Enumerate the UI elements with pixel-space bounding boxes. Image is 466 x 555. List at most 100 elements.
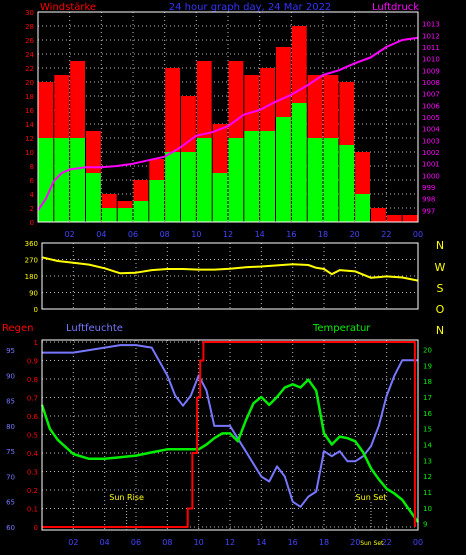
y-tick-label-humidity: 80 bbox=[6, 423, 15, 431]
y-tick-label-temperature: 13 bbox=[423, 457, 432, 465]
pressure-line bbox=[37, 36, 419, 211]
x-tick-label: 18 bbox=[319, 538, 329, 547]
wind-pressure-panel: 0246810121416182022242628309979989991000… bbox=[25, 9, 440, 239]
x-tick-label: 16 bbox=[286, 230, 296, 239]
wind-avg-bar bbox=[323, 138, 339, 222]
y-tick-label-wind: 12 bbox=[25, 135, 34, 143]
y-tick-label-pressure: 997 bbox=[422, 207, 435, 215]
y-tick-label-pressure: 1006 bbox=[422, 102, 440, 110]
y-tick-label-rain: 0.4 bbox=[27, 450, 39, 458]
compass-label: N bbox=[436, 324, 444, 337]
sun-annotation: Sun Set bbox=[356, 493, 387, 502]
wind-direction-frame bbox=[41, 242, 419, 310]
x-tick-label: 14 bbox=[255, 230, 265, 239]
wind-avg-bar bbox=[54, 138, 70, 222]
y-tick-label-pressure: 1012 bbox=[422, 32, 440, 40]
y-tick-label-wind: 30 bbox=[25, 9, 34, 17]
wind-avg-bar bbox=[196, 138, 212, 222]
y-tick-label-pressure: 1013 bbox=[422, 21, 440, 29]
y-tick-label-pressure: 1001 bbox=[422, 161, 440, 169]
x-tick-label: 08 bbox=[162, 538, 172, 547]
y-tick-label-temperature: 19 bbox=[423, 362, 432, 370]
x-tick-label: 06 bbox=[128, 230, 138, 239]
y-tick-label-humidity: 65 bbox=[6, 499, 15, 507]
x-tick-label: 12 bbox=[223, 230, 233, 239]
y-tick-label-rain: 0 bbox=[34, 524, 38, 532]
wind-avg-bar bbox=[181, 152, 196, 222]
x-tick-label: 12 bbox=[225, 538, 235, 547]
y-tick-label-wind: 18 bbox=[25, 93, 34, 101]
y-tick-label-temperature: 10 bbox=[423, 505, 432, 513]
x-tick-label: 00 bbox=[413, 230, 423, 239]
wind-direction-line bbox=[41, 256, 419, 282]
compass-label: S bbox=[437, 282, 444, 295]
y-tick-label-pressure: 1002 bbox=[422, 149, 440, 157]
rain-line bbox=[42, 341, 416, 528]
y-tick-label-rain: 0.8 bbox=[27, 376, 38, 384]
wind-avg-bar bbox=[165, 152, 180, 222]
y-tick-label-pressure: 1000 bbox=[422, 172, 440, 180]
y-tick-label-pressure: 1008 bbox=[422, 79, 440, 87]
x-tick-label: 08 bbox=[160, 230, 170, 239]
y-tick-label-humidity: 75 bbox=[6, 448, 15, 456]
rain-humidity-temperature-panel: 0 0.1 0.2 0.3 0.4 0.5 0.6 0.7 0.8 0.9 1 60 65 70 75 80 8… bbox=[6, 339, 432, 547]
x-tick-label: 02 bbox=[68, 538, 78, 547]
y-tick-label-wind: 26 bbox=[25, 37, 34, 45]
y-tick-label-rain: 0.2 bbox=[27, 487, 38, 495]
y-tick-label-wind: 14 bbox=[25, 121, 34, 129]
compass-label: N bbox=[436, 239, 444, 252]
x-tick-label: 02 bbox=[65, 230, 75, 239]
x-tick-label: 20 bbox=[350, 230, 360, 239]
y-tick-label-wind: 28 bbox=[25, 23, 34, 31]
y-tick-label-humidity: 70 bbox=[6, 473, 15, 481]
compass-label: W bbox=[435, 261, 446, 274]
wind-avg-bar bbox=[339, 145, 355, 222]
y-tick-label-pressure: 1011 bbox=[422, 44, 440, 52]
x-tick-label: 16 bbox=[288, 538, 298, 547]
wind-avg-bar bbox=[244, 131, 260, 222]
y-tick-label-wind: 6 bbox=[30, 177, 35, 185]
y-tick-label-rain: 0.6 bbox=[27, 413, 39, 421]
wind-avg-bar bbox=[86, 173, 101, 222]
temperature-title: Temperatur bbox=[312, 323, 371, 334]
wind-avg-bar bbox=[307, 138, 323, 222]
compass-label: O bbox=[436, 303, 445, 316]
y-tick-label-rain: 0.5 bbox=[27, 432, 38, 440]
y-tick-label-pressure: 1004 bbox=[422, 126, 440, 134]
y-tick-label-pressure: 1003 bbox=[422, 137, 440, 145]
y-tick-label-temperature: 9 bbox=[423, 521, 427, 529]
y-tick-label-pressure: 999 bbox=[422, 184, 435, 192]
wind-gust-bar bbox=[402, 215, 418, 222]
y-tick-label-wind: 20 bbox=[25, 79, 34, 87]
x-tick-label: 22 bbox=[382, 538, 392, 547]
y-tick-label-direction: 270 bbox=[25, 257, 38, 265]
y-tick-label-direction: 180 bbox=[25, 273, 38, 281]
wind-pressure-frame bbox=[37, 11, 419, 223]
x-tick-label: 18 bbox=[318, 230, 328, 239]
wind-avg-bar bbox=[355, 194, 370, 222]
y-tick-label-temperature: 11 bbox=[423, 489, 432, 497]
y-tick-label-humidity: 60 bbox=[6, 524, 15, 532]
x-tick-label: 04 bbox=[100, 538, 110, 547]
x-tick-label: 00 bbox=[413, 538, 423, 547]
wind-avg-bar bbox=[149, 180, 165, 222]
y-tick-label-temperature: 12 bbox=[423, 473, 432, 481]
y-tick-label-wind: 22 bbox=[25, 65, 34, 73]
y-tick-label-temperature: 16 bbox=[423, 410, 432, 418]
y-tick-label-humidity: 90 bbox=[6, 372, 15, 380]
y-tick-label-direction: 90 bbox=[29, 290, 38, 298]
y-tick-label-pressure: 1010 bbox=[422, 56, 440, 64]
x-tick-label: 20 bbox=[350, 538, 360, 547]
y-tick-label-rain: 0.1 bbox=[27, 506, 38, 514]
x-tick-label: 14 bbox=[256, 538, 266, 547]
y-tick-label-wind: 4 bbox=[30, 191, 35, 199]
wind-avg-bar bbox=[38, 138, 54, 222]
wind-gust-bar bbox=[371, 208, 386, 222]
x-tick-label: 10 bbox=[194, 538, 204, 547]
y-tick-label-temperature: 17 bbox=[423, 394, 432, 402]
x-tick-label: 22 bbox=[381, 230, 391, 239]
y-tick-label-wind: 24 bbox=[25, 51, 34, 59]
wind-avg-bar bbox=[260, 131, 275, 222]
